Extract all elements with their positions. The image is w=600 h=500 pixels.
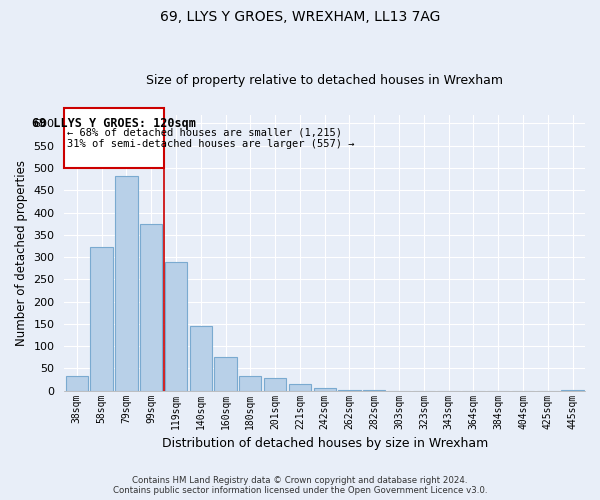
- Text: 31% of semi-detached houses are larger (557) →: 31% of semi-detached houses are larger (…: [67, 139, 355, 149]
- Bar: [64, 108, 164, 168]
- Bar: [190, 326, 212, 390]
- Bar: [165, 262, 187, 390]
- Bar: [115, 176, 137, 390]
- Bar: [314, 388, 336, 390]
- Bar: [264, 378, 286, 390]
- Text: 69, LLYS Y GROES, WREXHAM, LL13 7AG: 69, LLYS Y GROES, WREXHAM, LL13 7AG: [160, 10, 440, 24]
- Bar: [65, 376, 88, 390]
- Bar: [140, 224, 163, 390]
- X-axis label: Distribution of detached houses by size in Wrexham: Distribution of detached houses by size …: [161, 437, 488, 450]
- Bar: [91, 248, 113, 390]
- Bar: [214, 357, 236, 390]
- Text: 69 LLYS Y GROES: 120sqm: 69 LLYS Y GROES: 120sqm: [32, 117, 196, 130]
- Text: Contains HM Land Registry data © Crown copyright and database right 2024.
Contai: Contains HM Land Registry data © Crown c…: [113, 476, 487, 495]
- Title: Size of property relative to detached houses in Wrexham: Size of property relative to detached ho…: [146, 74, 503, 87]
- Bar: [289, 384, 311, 390]
- Text: ← 68% of detached houses are smaller (1,215): ← 68% of detached houses are smaller (1,…: [67, 128, 342, 138]
- Bar: [239, 376, 262, 390]
- Y-axis label: Number of detached properties: Number of detached properties: [15, 160, 28, 346]
